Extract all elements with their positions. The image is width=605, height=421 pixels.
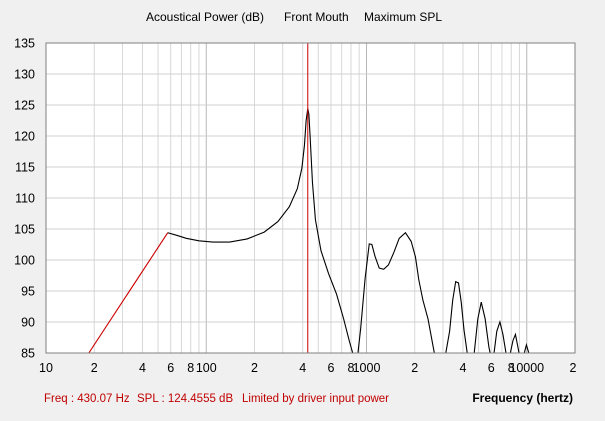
x-tick-label: 6	[327, 361, 334, 375]
x-tick-label: 10000	[509, 361, 544, 375]
y-tick-label: 100	[14, 254, 35, 268]
status-freq: Freq : 430.07 Hz	[44, 393, 130, 405]
x-tick-label: 2	[251, 361, 258, 375]
series-lines	[88, 43, 530, 353]
x-tick-label: 4	[299, 361, 306, 375]
y-tick-label: 105	[14, 223, 35, 237]
x-tick-label: 6	[488, 361, 495, 375]
x-tick-label: 4	[460, 361, 467, 375]
y-tick-label: 90	[21, 316, 35, 330]
y-tick-label: 130	[14, 68, 35, 82]
x-tick-label: 2	[91, 361, 98, 375]
grid	[46, 43, 575, 353]
x-tick-label: 6	[167, 361, 174, 375]
status-message: Limited by driver input power	[242, 393, 389, 405]
y-tick-labels: 85 90 95 100 105 110 115 120 125 130 135	[14, 37, 35, 361]
x-tick-label: 2	[570, 361, 577, 375]
chart-title-location: Front Mouth	[284, 10, 349, 24]
status-spl: SPL : 124.4555 dB	[137, 393, 233, 405]
x-tick-label: 10	[39, 361, 53, 375]
chart-title-quantity: Acoustical Power (dB)	[146, 10, 264, 24]
x-tick-label: 8	[347, 361, 354, 375]
x-tick-label: 8	[508, 361, 515, 375]
x-tick-label: 2	[411, 361, 418, 375]
x-tick-label: 4	[139, 361, 146, 375]
spl-rise-line	[88, 232, 169, 353]
y-tick-label: 115	[15, 161, 35, 175]
x-axis-label: Frequency (hertz)	[472, 391, 573, 405]
spl-curve-line	[167, 108, 530, 353]
y-tick-label: 120	[14, 130, 35, 144]
chart-title-mode: Maximum SPL	[364, 10, 442, 24]
y-tick-label: 135	[14, 37, 35, 51]
x-tick-label: 1000	[353, 361, 381, 375]
x-tick-label: 100	[196, 361, 217, 375]
y-tick-label: 110	[15, 192, 35, 206]
y-tick-label: 85	[21, 347, 35, 361]
x-tick-label: 8	[187, 361, 194, 375]
plot-frame	[45, 42, 576, 354]
y-tick-label: 95	[21, 285, 35, 299]
y-tick-label: 125	[14, 99, 35, 113]
